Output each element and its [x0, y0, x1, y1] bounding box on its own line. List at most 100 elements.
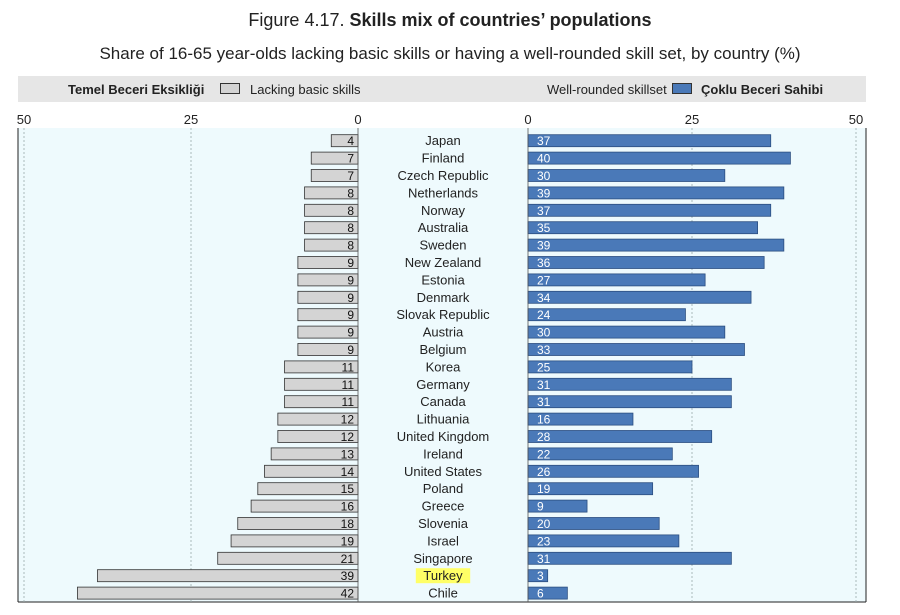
- bar-well-rounded-skillset: [527, 290, 752, 304]
- legend-left-turkish-label: Temel Beceri Eksikliği: [68, 82, 205, 97]
- category-label: Israel: [427, 533, 459, 548]
- data-label-lacking: 42: [341, 587, 355, 601]
- bar-well-rounded-skillset: [527, 586, 568, 600]
- data-label-lacking: 8: [347, 239, 354, 253]
- category-label: Canada: [420, 394, 466, 409]
- category-label: Estonia: [421, 272, 465, 287]
- data-label-wellrounded: 31: [537, 395, 551, 409]
- data-label-wellrounded: 39: [537, 186, 551, 200]
- figure-subtitle: Share of 16-65 year-olds lacking basic s…: [99, 44, 801, 63]
- left-axis-tick-label: 25: [184, 112, 198, 127]
- bar-well-rounded-skillset: [527, 151, 791, 165]
- data-label-lacking: 9: [347, 291, 354, 305]
- bar-well-rounded-skillset: [527, 395, 732, 409]
- data-label-wellrounded: 30: [537, 169, 551, 183]
- data-label-wellrounded: 39: [537, 239, 551, 253]
- data-label-lacking: 8: [347, 204, 354, 218]
- data-label-lacking: 15: [341, 482, 355, 496]
- left-axis-tick-label: 50: [17, 112, 31, 127]
- category-label: Australia: [418, 220, 469, 235]
- bar-lacking-basic-skills: [77, 586, 359, 600]
- bar-well-rounded-skillset: [527, 221, 759, 235]
- data-label-lacking: 19: [341, 534, 355, 548]
- bar-well-rounded-skillset: [527, 169, 726, 182]
- data-label-lacking: 9: [347, 326, 354, 340]
- data-label-lacking: 16: [341, 500, 355, 514]
- data-label-wellrounded: 3: [537, 569, 544, 583]
- data-label-wellrounded: 37: [537, 204, 551, 218]
- bar-well-rounded-skillset: [527, 464, 699, 478]
- category-label: New Zealand: [405, 255, 482, 270]
- bar-well-rounded-skillset: [527, 186, 785, 200]
- data-label-wellrounded: 31: [537, 552, 551, 566]
- legend: Temel Beceri Eksikliği Lacking basic ski…: [18, 76, 866, 102]
- bar-well-rounded-skillset: [527, 534, 680, 548]
- category-label: Poland: [423, 481, 463, 496]
- legend-right-turkish-label: Çoklu Beceri Sahibi: [701, 82, 824, 97]
- legend-lacking-swatch: [220, 83, 240, 94]
- category-label: Slovak Republic: [396, 307, 490, 322]
- data-label-wellrounded: 26: [537, 465, 551, 479]
- category-label: Ireland: [423, 446, 463, 461]
- data-label-wellrounded: 23: [537, 534, 551, 548]
- bar-well-rounded-skillset: [527, 551, 732, 565]
- data-label-wellrounded: 19: [537, 482, 551, 496]
- bar-well-rounded-skillset: [527, 203, 772, 217]
- data-label-wellrounded: 30: [537, 326, 551, 340]
- data-label-lacking: 11: [342, 360, 355, 374]
- data-label-lacking: 7: [347, 152, 354, 166]
- bar-well-rounded-skillset: [527, 238, 785, 252]
- data-label-lacking: 8: [347, 221, 354, 235]
- bar-well-rounded-skillset: [527, 360, 693, 374]
- bar-lacking-basic-skills: [97, 569, 359, 583]
- data-label-wellrounded: 16: [537, 413, 551, 427]
- right-axis-tick-label: 50: [849, 112, 863, 127]
- legend-wellrounded-label: Well-rounded skillset: [547, 82, 667, 97]
- category-label: Turkey: [423, 568, 463, 583]
- bar-lacking-basic-skills: [217, 551, 359, 565]
- left-axis-tick-label: 0: [354, 112, 361, 127]
- category-highlight: [415, 568, 471, 584]
- data-label-lacking: 39: [341, 569, 355, 583]
- category-label: Belgium: [420, 342, 467, 357]
- bar-well-rounded-skillset: [527, 343, 745, 356]
- data-label-wellrounded: 27: [537, 273, 551, 287]
- data-label-lacking: 8: [347, 186, 354, 200]
- data-label-lacking: 9: [347, 343, 354, 357]
- bar-well-rounded-skillset: [527, 325, 726, 339]
- data-label-wellrounded: 9: [537, 500, 544, 514]
- figure-title: Figure 4.17. Skills mix of countries’ po…: [248, 10, 652, 30]
- data-label-lacking: 11: [342, 378, 355, 392]
- bar-well-rounded-skillset: [527, 308, 686, 322]
- bar-well-rounded-skillset: [527, 273, 706, 287]
- data-label-wellrounded: 24: [537, 308, 551, 322]
- category-label: Chile: [428, 586, 458, 601]
- data-label-lacking: 18: [341, 517, 355, 531]
- data-label-lacking: 9: [347, 308, 354, 322]
- data-label-wellrounded: 35: [537, 221, 551, 235]
- legend-wellrounded-swatch: [672, 83, 692, 94]
- data-label-wellrounded: 33: [537, 343, 551, 357]
- category-label: United States: [404, 464, 483, 479]
- data-label-wellrounded: 28: [537, 430, 551, 444]
- category-label: Japan: [425, 133, 460, 148]
- data-label-wellrounded: 22: [537, 447, 551, 461]
- data-label-lacking: 21: [341, 552, 355, 566]
- category-label: Germany: [416, 377, 470, 392]
- data-label-wellrounded: 31: [537, 378, 551, 392]
- category-label: Finland: [422, 151, 465, 166]
- data-label-lacking: 9: [347, 273, 354, 287]
- bar-well-rounded-skillset: [527, 256, 765, 269]
- bar-lacking-basic-skills: [230, 534, 359, 548]
- category-label: Korea: [426, 359, 461, 374]
- bar-well-rounded-skillset: [527, 430, 713, 443]
- bar-well-rounded-skillset: [527, 134, 772, 148]
- data-label-lacking: 12: [341, 413, 355, 427]
- category-label: Netherlands: [408, 185, 479, 200]
- right-axis-tick-label: 0: [524, 112, 531, 127]
- data-label-wellrounded: 20: [537, 517, 551, 531]
- data-label-wellrounded: 36: [537, 256, 551, 270]
- data-label-wellrounded: 6: [537, 587, 544, 601]
- category-label: Slovenia: [418, 516, 469, 531]
